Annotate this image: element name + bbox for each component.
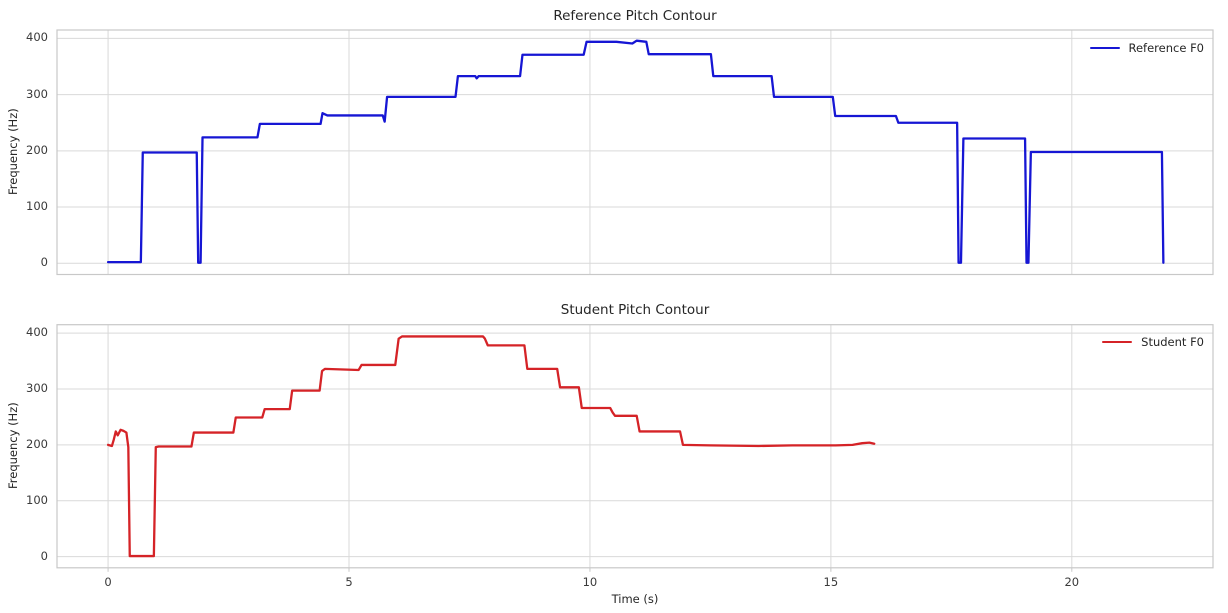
y-tick-label: 400 [26, 325, 48, 340]
x-tick-label: 20 [1064, 574, 1080, 589]
reference-chart-title: Reference Pitch Contour [553, 8, 717, 24]
y-tick-label: 0 [40, 255, 48, 270]
x-tick-label: 15 [823, 574, 839, 589]
student-legend-label: Student F0 [1141, 335, 1204, 349]
y-tick-label: 400 [26, 30, 48, 45]
student-line-swatch-icon [1102, 340, 1133, 344]
x-tick-label: 0 [104, 574, 112, 589]
reference-legend: Reference F0 [1089, 41, 1205, 55]
reference-line-swatch-icon [1089, 46, 1120, 50]
f0-contour-line [106, 335, 876, 558]
x-tick-label: 5 [345, 574, 353, 589]
x-axis-label: Time (s) [611, 592, 659, 606]
y-tick-label: 0 [40, 548, 48, 563]
plot-border [56, 29, 1214, 276]
f0-contour-line [106, 39, 1165, 264]
x-tick-label: 10 [582, 574, 598, 589]
plot-border [56, 324, 1214, 569]
student-chart-title: Student Pitch Contour [560, 302, 710, 318]
reference-legend-label: Reference F0 [1128, 41, 1205, 55]
y-tick-label: 100 [26, 492, 48, 507]
y-tick-label: 300 [26, 380, 48, 395]
y-tick-label: 100 [26, 199, 48, 214]
y-tick-label: 200 [26, 142, 48, 157]
y-tick-label: 200 [26, 436, 48, 451]
student-legend: Student F0 [1102, 335, 1204, 349]
y-tick-label: 300 [26, 86, 48, 101]
